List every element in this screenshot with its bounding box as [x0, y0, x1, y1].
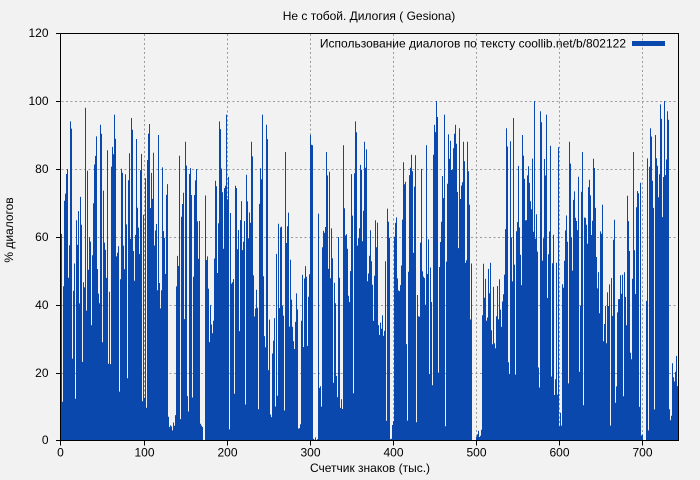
svg-text:Не с тобой. Дилогия ( Gesiona): Не с тобой. Дилогия ( Gesiona) [283, 9, 456, 23]
svg-text:Счетчик знаков (тыс.): Счетчик знаков (тыс.) [310, 461, 430, 475]
svg-text:100: 100 [28, 94, 48, 108]
svg-text:80: 80 [35, 162, 49, 176]
svg-text:700: 700 [632, 446, 652, 460]
svg-text:100: 100 [134, 446, 154, 460]
svg-text:500: 500 [466, 446, 486, 460]
svg-text:Использование диалогов по текс: Использование диалогов по тексту coollib… [320, 37, 626, 51]
svg-text:40: 40 [35, 298, 49, 312]
svg-text:300: 300 [300, 446, 320, 460]
svg-text:20: 20 [35, 366, 49, 380]
svg-text:120: 120 [28, 26, 48, 40]
svg-text:0: 0 [57, 446, 64, 460]
svg-text:200: 200 [217, 446, 237, 460]
svg-text:400: 400 [383, 446, 403, 460]
svg-text:60: 60 [35, 230, 49, 244]
svg-text:600: 600 [549, 446, 569, 460]
svg-text:% диалогов: % диалогов [2, 197, 16, 262]
svg-text:0: 0 [42, 433, 49, 447]
